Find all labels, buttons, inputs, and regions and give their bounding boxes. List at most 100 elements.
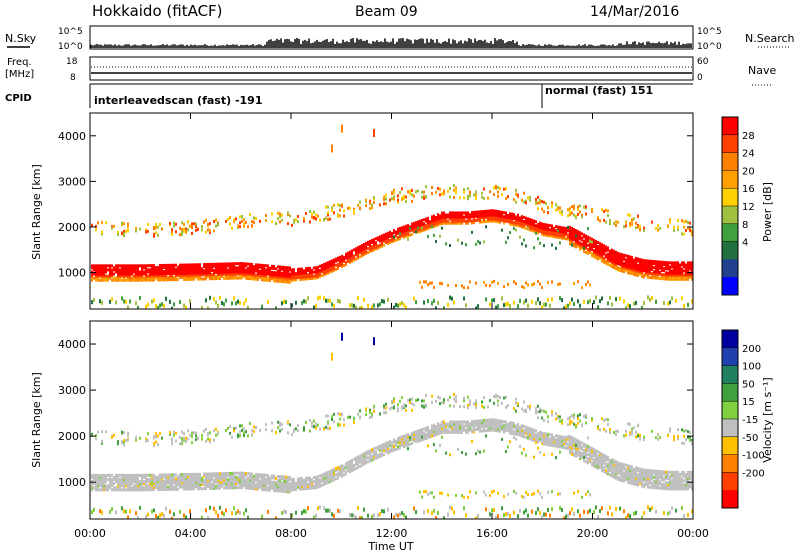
power-cell (127, 225, 129, 228)
power-cell (521, 242, 523, 245)
power-cell (501, 229, 503, 232)
velocity-cell (121, 474, 123, 477)
velocity-cell (261, 473, 263, 476)
velocity-cell (245, 472, 247, 475)
power-cell (157, 225, 159, 228)
power-cell (247, 225, 249, 228)
cpid-segment-2: normal (fast) 151 (545, 84, 653, 97)
velocity-cell (443, 516, 445, 520)
power-cell (537, 196, 539, 199)
power-cell (475, 197, 477, 200)
power-cell (103, 264, 105, 267)
power-cell (159, 264, 161, 267)
power-cell (135, 227, 137, 230)
velocity-cell (251, 434, 253, 437)
velocity-cell (475, 428, 477, 431)
power-cell (203, 277, 205, 280)
power-cell (599, 219, 601, 222)
power-cell (449, 244, 451, 247)
velocity-cell (207, 438, 209, 441)
power-cell (295, 218, 297, 221)
power-cell (439, 193, 441, 196)
power-cell (489, 190, 491, 193)
power-cell (307, 296, 309, 300)
power-cell (135, 230, 137, 233)
power-cell (501, 296, 503, 300)
velocity-cell (403, 435, 405, 438)
power-cell (561, 226, 563, 229)
power-cell (201, 228, 203, 231)
power-cell (497, 304, 499, 308)
power-cell (525, 217, 527, 220)
velocity-cell (371, 515, 373, 519)
velocity-cell (397, 437, 399, 440)
velocity-cell (171, 442, 173, 445)
power-cell (615, 251, 617, 254)
freq-tick-top: 18 (66, 57, 78, 67)
power-cell (531, 283, 533, 286)
velocity-cell (275, 481, 277, 484)
velocity-cell (319, 428, 321, 431)
power-cell (237, 224, 239, 227)
velocity-cell (203, 473, 205, 476)
power-cell (537, 297, 539, 301)
power-cell (151, 264, 153, 267)
power-cell (413, 222, 415, 225)
power-cell (545, 303, 547, 307)
power-cell (395, 239, 397, 242)
power-cell (551, 201, 553, 204)
velocity-cell (259, 479, 261, 482)
velocity-cell (383, 453, 385, 456)
velocity-cell (323, 473, 325, 476)
velocity-cell (353, 458, 355, 461)
power-cell (683, 304, 685, 308)
power-cell (393, 189, 395, 192)
power-cell (335, 268, 337, 271)
power-cell (209, 263, 211, 266)
velocity-cell (97, 474, 99, 477)
power-cell (581, 243, 583, 246)
velocity-cell (421, 405, 423, 408)
velocity-cell (423, 490, 425, 493)
power-cell (313, 216, 315, 219)
velocity-cell (537, 405, 539, 408)
velocity-cell (153, 508, 155, 512)
velocity-cell (533, 492, 535, 495)
velocity-cell (387, 441, 389, 444)
velocity-cell (527, 514, 529, 518)
power-cell (323, 263, 325, 266)
velocity-cell (409, 443, 411, 446)
power-cell (181, 264, 183, 267)
power-cell (333, 211, 335, 214)
velocity-cell (339, 423, 341, 426)
power-cell (531, 219, 533, 222)
velocity-cell (93, 474, 95, 477)
velocity-cell (123, 474, 125, 477)
power-cell (185, 264, 187, 267)
power-cell (107, 268, 109, 271)
velocity-cell (353, 464, 355, 467)
velocity-cell (337, 509, 339, 513)
nave-label: Nave (748, 64, 776, 77)
power-cell (237, 300, 239, 304)
power-cell (557, 283, 559, 286)
power-cell (513, 280, 515, 283)
power-cell (235, 262, 237, 265)
power-cell (587, 248, 589, 251)
power-cell (589, 299, 591, 303)
power-cell (351, 303, 353, 307)
velocity-cell (467, 420, 469, 423)
power-cell (475, 219, 477, 222)
power-cell (321, 274, 323, 277)
velocity-cell (245, 478, 247, 481)
velocity-cell (207, 516, 209, 520)
power-cell (369, 207, 371, 210)
power-cell (251, 263, 253, 266)
power-cell (379, 302, 381, 306)
velocity-cell (481, 430, 483, 433)
power-cell (537, 201, 539, 204)
power-cell (283, 300, 285, 304)
velocity-cell (153, 435, 155, 438)
power-cell (555, 229, 557, 232)
velocity-cell (223, 512, 225, 516)
